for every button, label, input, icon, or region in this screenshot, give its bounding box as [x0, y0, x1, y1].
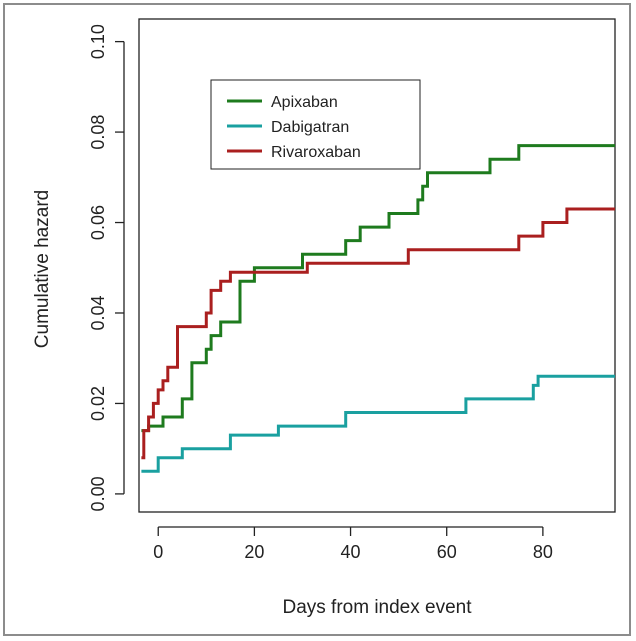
y-axis-label: Cumulative hazard: [32, 190, 53, 348]
x-tick-label: 0: [153, 542, 163, 562]
legend-label: Dabigatran: [271, 119, 349, 136]
y-tick-label: 0.06: [88, 205, 108, 240]
plot-area: [138, 18, 616, 513]
x-axis-label: Days from index event: [282, 597, 472, 618]
x-tick-label: 80: [533, 542, 553, 562]
series-line-rivaroxaban: [141, 207, 615, 460]
y-tick-label: 0.02: [88, 386, 108, 421]
y-tick-label: 0.10: [88, 24, 108, 59]
figure-frame: [3, 3, 631, 636]
x-axis: 0 20 40 60 80: [153, 526, 553, 562]
x-tick-label: 40: [341, 542, 361, 562]
y-tick-label: 0.04: [88, 295, 108, 330]
series-line-apixaban: [141, 144, 615, 433]
legend-label: Apixaban: [271, 94, 338, 111]
legend-label: Rivaroxaban: [271, 144, 361, 161]
series-layer: [141, 144, 615, 473]
x-tick-label: 20: [244, 542, 264, 562]
legend: Apixaban Dabigatran Rivaroxaban: [210, 79, 421, 170]
y-tick-label: 0.08: [88, 115, 108, 150]
y-axis: 0.00 0.02 0.04 0.06 0.08 0.10: [88, 24, 125, 511]
series-line-dabigatran: [141, 374, 615, 473]
x-tick-label: 60: [437, 542, 457, 562]
y-tick-label: 0.00: [88, 476, 108, 511]
